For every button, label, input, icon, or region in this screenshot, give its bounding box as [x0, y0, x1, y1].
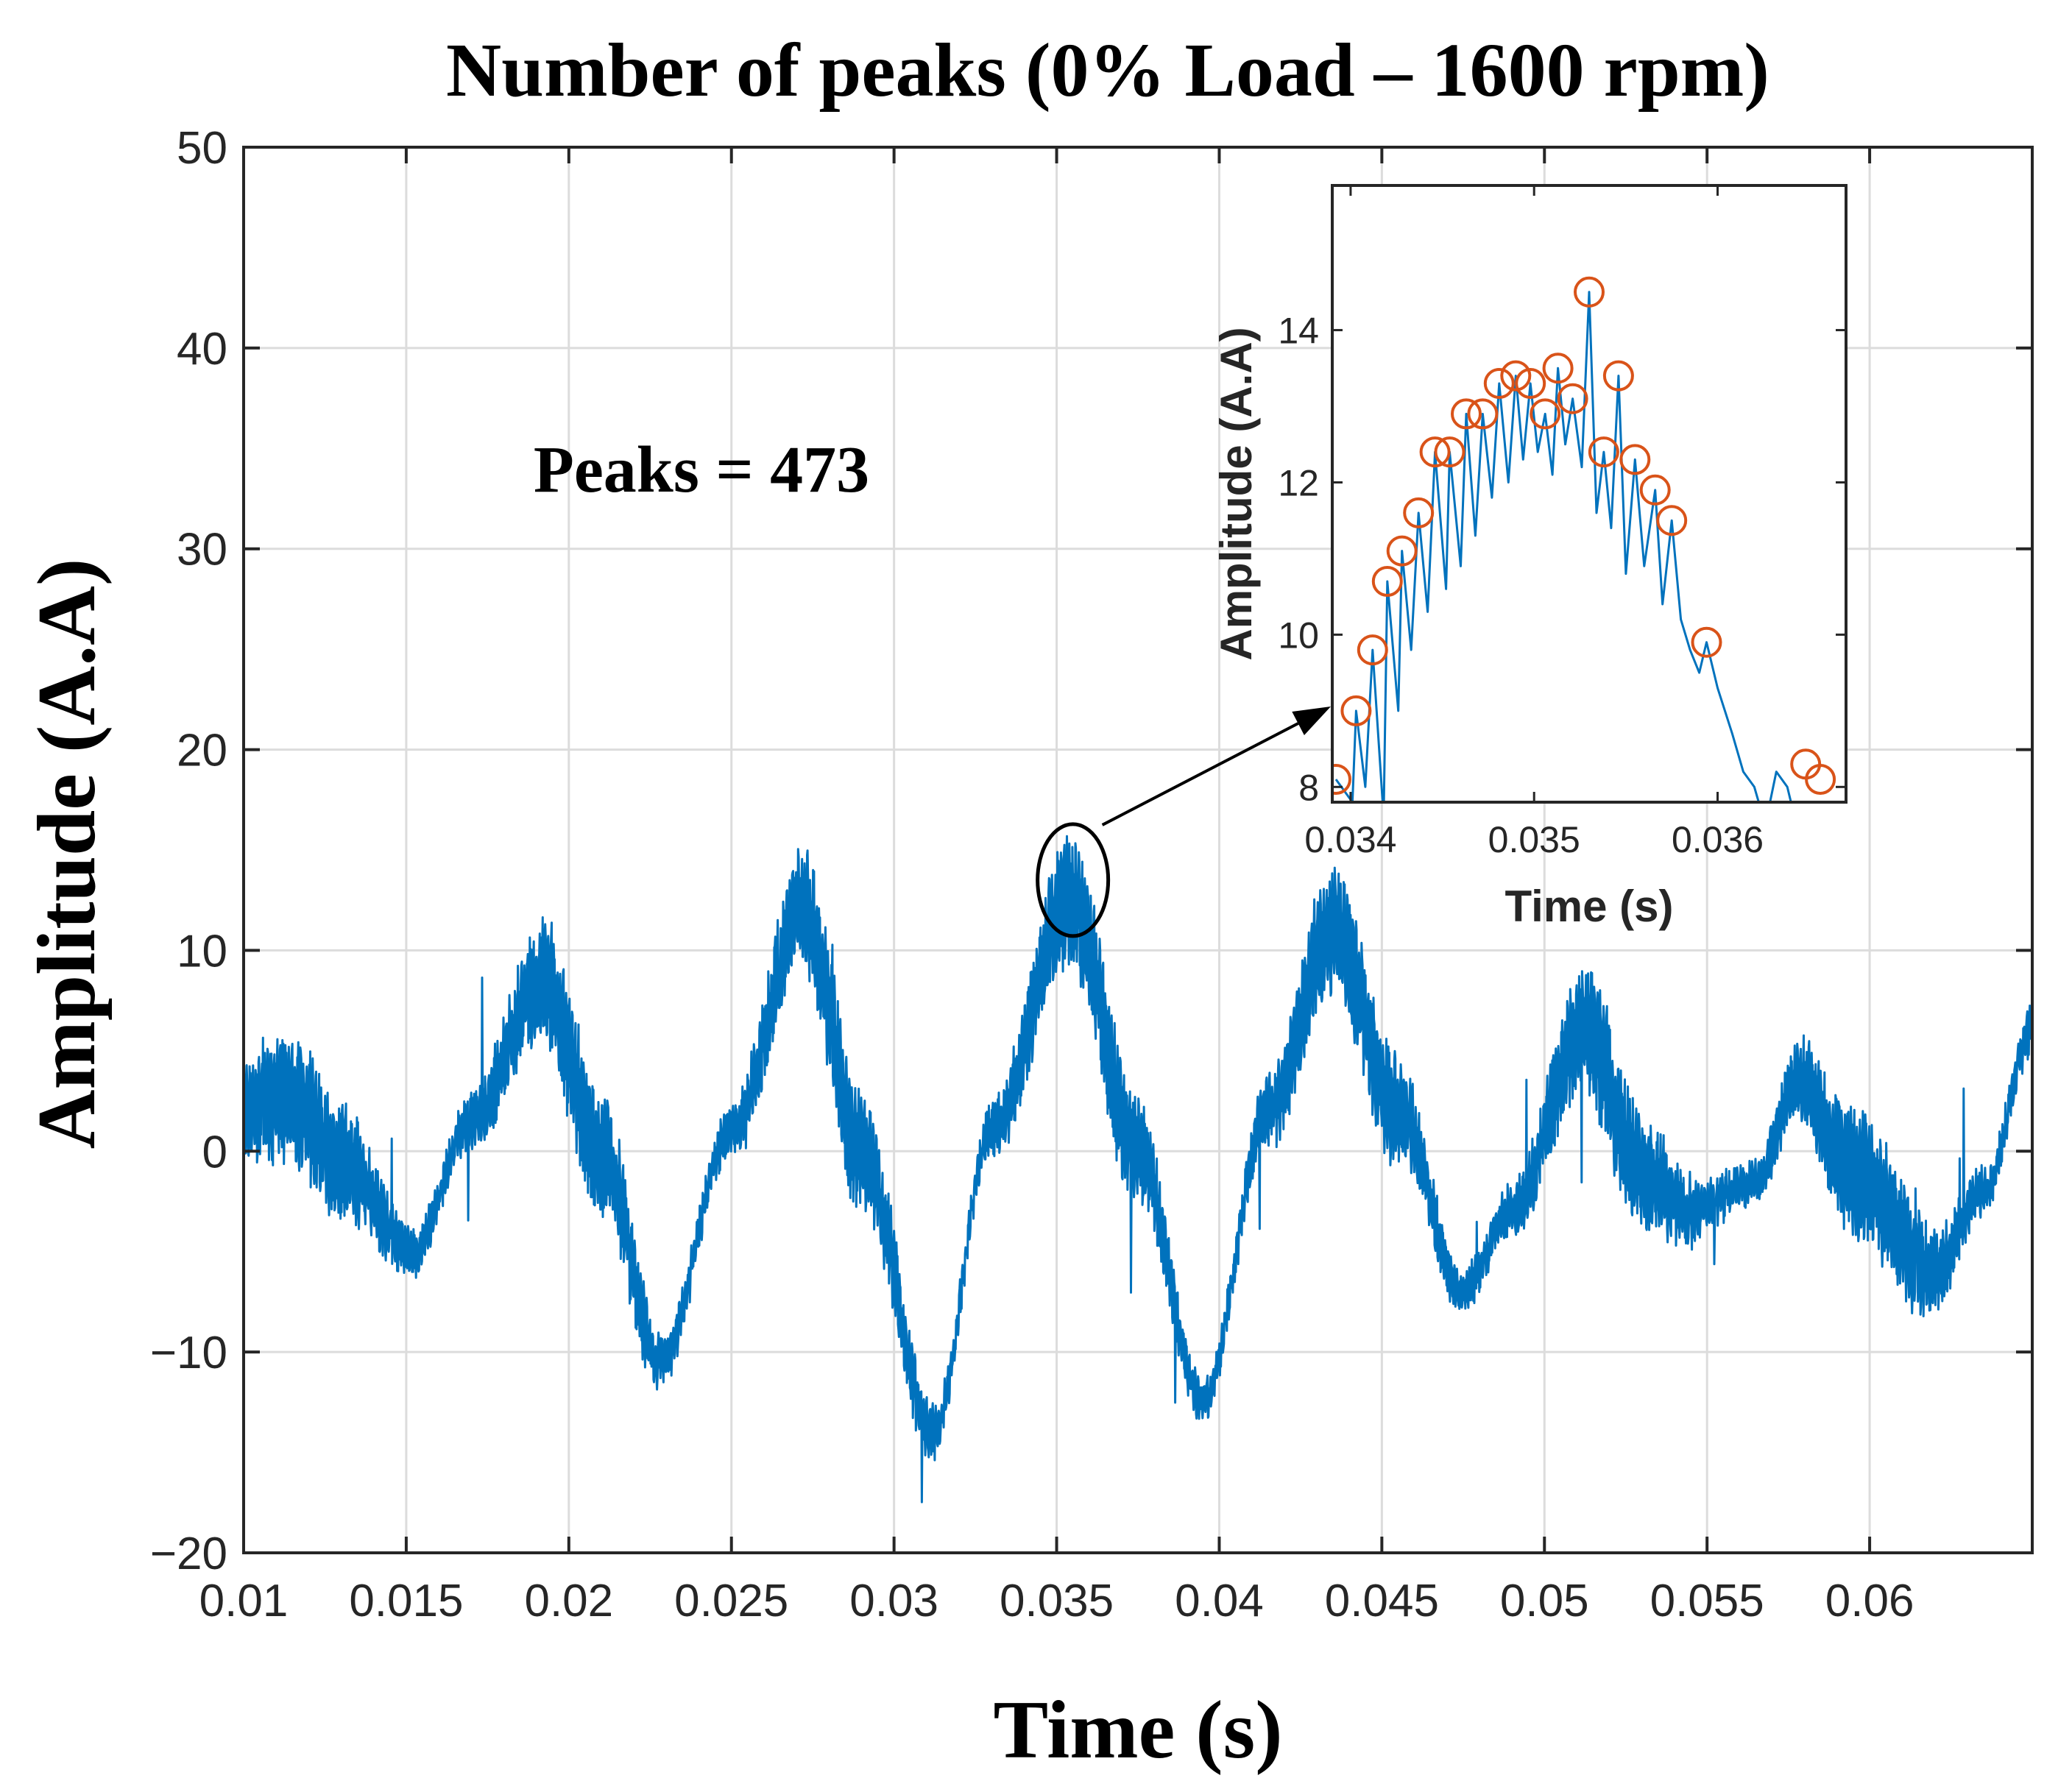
zoom-callout-ellipse — [1036, 822, 1111, 938]
peak-marker — [1500, 360, 1532, 392]
peak-marker — [1403, 497, 1435, 528]
x-tick-label: 0.015 — [349, 1576, 463, 1626]
inset-x-tick-label: 0.034 — [1304, 819, 1396, 860]
peak-marker — [1805, 764, 1836, 795]
peak-marker — [1619, 444, 1651, 475]
peak-marker — [1515, 368, 1546, 399]
peak-marker — [1419, 436, 1451, 468]
x-tick-label: 0.05 — [1500, 1576, 1589, 1626]
peak-marker — [1639, 474, 1671, 506]
peak-marker — [1371, 566, 1403, 597]
x-tick-label: 0.045 — [1325, 1576, 1439, 1626]
y-tick-label: 30 — [177, 525, 227, 576]
peak-marker — [1386, 535, 1418, 567]
zoom-callout-arrowhead — [1292, 706, 1331, 735]
peak-marker — [1332, 764, 1351, 795]
inset-x-axis-label: Time (s) — [1505, 882, 1674, 931]
peak-marker — [1588, 436, 1619, 468]
peak-marker — [1451, 398, 1482, 430]
peak-marker — [1691, 626, 1722, 658]
x-tick-label: 0.025 — [674, 1576, 788, 1626]
y-tick-label: −20 — [150, 1529, 227, 1579]
peak-marker — [1542, 353, 1574, 384]
y-tick-label: 0 — [202, 1127, 227, 1177]
zoom-callout-arrow — [1101, 722, 1299, 826]
y-tick-label: 50 — [177, 123, 227, 174]
peaks-annotation: Peaks = 473 — [534, 433, 869, 506]
inset-signal-line — [1334, 291, 1792, 802]
inset-axes: 0.034 0.035 0.036 8 10 12 14 — [1278, 184, 1848, 860]
x-tick-label: 0.035 — [1000, 1576, 1114, 1626]
chart-title: Number of peaks (0% Load – 1600 rpm) — [446, 28, 1769, 113]
peak-marker — [1340, 695, 1372, 726]
inset-plot-area — [1332, 185, 1846, 802]
peak-marker — [1483, 368, 1515, 399]
peak-marker — [1434, 436, 1465, 468]
inset-y-tick-label: 12 — [1278, 462, 1319, 503]
inset-y-axis-label: Amplitude (A.A) — [1212, 327, 1261, 660]
main-axes-box — [242, 146, 2034, 1554]
x-tick-label: 0.02 — [524, 1576, 613, 1626]
x-tick-label: 0.01 — [199, 1576, 289, 1626]
peak-marker — [1656, 505, 1688, 536]
y-tick-label: 10 — [177, 926, 227, 977]
inset-ticks: 0.034 0.035 0.036 8 10 12 14 — [1278, 185, 1846, 860]
inset-x-tick-label: 0.035 — [1488, 819, 1580, 860]
main-ticks: 0.01 0.015 0.02 0.025 0.03 0.035 0.04 0.045 0.05… — [150, 123, 2032, 1626]
y-axis-label: Amplitude (A.A) — [21, 559, 113, 1150]
inset-y-tick-label: 14 — [1278, 311, 1319, 352]
inset-axes-box — [1331, 184, 1848, 804]
peak-marker — [1357, 634, 1388, 666]
main-series — [242, 835, 2034, 1504]
y-tick-label: −10 — [150, 1328, 227, 1378]
inset-y-tick-label: 10 — [1278, 615, 1319, 656]
inset-x-tick-label: 0.036 — [1672, 819, 1764, 860]
y-tick-label: 20 — [177, 726, 227, 776]
peak-marker — [1574, 276, 1605, 308]
peak-marker — [1602, 360, 1634, 392]
peak-marker — [1467, 398, 1499, 430]
peak-marker — [1557, 383, 1588, 414]
inset-y-tick-label: 8 — [1298, 767, 1319, 808]
signal-line — [242, 835, 2034, 1504]
x-tick-label: 0.055 — [1650, 1576, 1764, 1626]
inset-series — [1332, 276, 1836, 802]
peak-marker — [1530, 398, 1561, 430]
x-tick-label: 0.06 — [1825, 1576, 1914, 1626]
x-axis-label: Time (s) — [994, 1685, 1283, 1776]
x-tick-label: 0.04 — [1175, 1576, 1264, 1626]
x-tick-label: 0.03 — [849, 1576, 938, 1626]
y-tick-label: 40 — [177, 324, 227, 375]
